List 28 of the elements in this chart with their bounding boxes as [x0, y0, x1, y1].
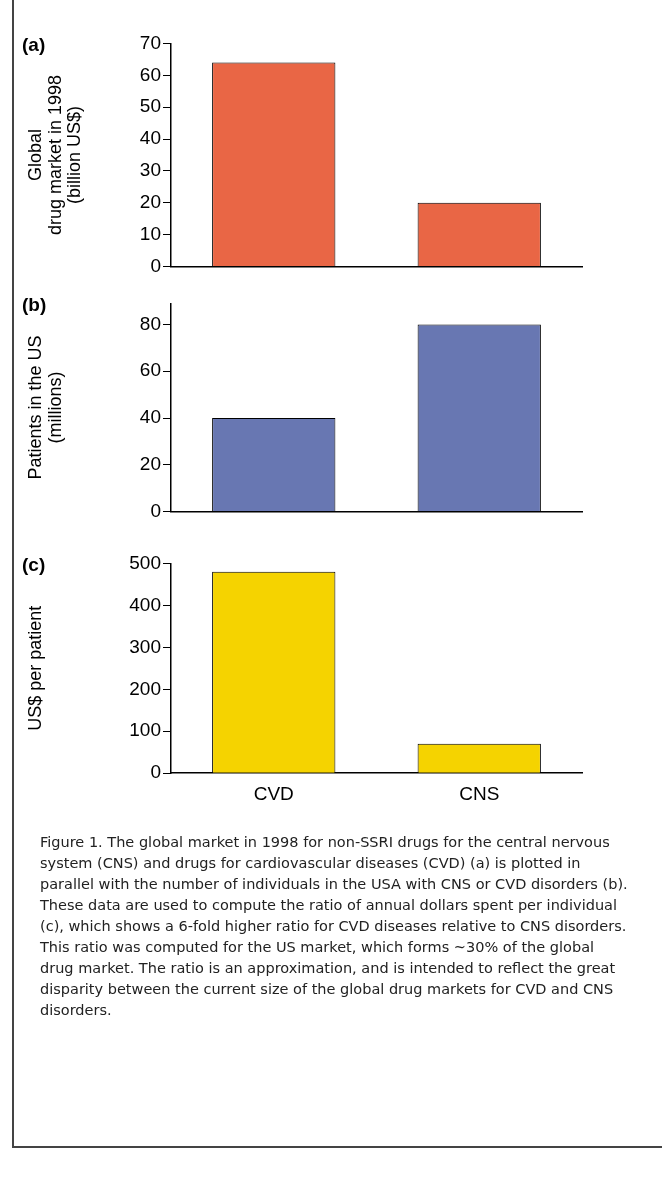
y-tick-label: 30 — [139, 159, 161, 181]
y-tick-label: 60 — [139, 359, 161, 381]
y-tick-label: 300 — [129, 635, 161, 657]
y-tick-label: 200 — [129, 677, 161, 699]
chart-title: (b) — [22, 294, 47, 316]
y-tick-label: 0 — [150, 254, 161, 276]
y-axis-title: Patients in the US (millions) — [24, 335, 65, 480]
y-tick-label: 80 — [139, 312, 161, 334]
y-axis-title: US$ per patient — [24, 605, 45, 731]
chart-title: (c) — [22, 554, 46, 576]
y-tick-label: 500 — [129, 551, 161, 573]
y-tick-label: 10 — [139, 222, 161, 244]
y-tick-label: 40 — [139, 406, 161, 428]
y-axis-title: Global drug market in 1998 (billion US$) — [24, 74, 85, 236]
y-tick-label: 100 — [129, 719, 161, 741]
x-tick-label: CNS — [459, 782, 500, 804]
y-tick-label: 50 — [139, 95, 161, 117]
y-tick-label: 0 — [150, 761, 161, 783]
chart-title: (a) — [22, 34, 46, 56]
y-tick-label: 60 — [139, 63, 161, 85]
y-tick-label: 40 — [139, 127, 161, 149]
y-tick-label: 20 — [139, 191, 161, 213]
y-tick-label: 20 — [139, 453, 161, 475]
y-tick-label: 0 — [150, 499, 161, 521]
y-tick-label: 70 — [139, 31, 161, 53]
x-tick-label: CVD — [253, 782, 294, 804]
text: Figure 1. The global market in 1998 for non-SSRI drugs for the central nervous system (CNS) and drugs for cardiovascular diseases (CVD) (a) is plotted in parallel with the number of individuals in the USA with CNS or CVD disorders (b). These data are used to compute the ratio of annual dollars spent per individual (c), which shows a 6-fold higher ratio for CVD diseases relative to CNS disorders. This ratio was computed for the US market, which forms ~30% of the global drug market. The ratio is an approximation, and is intended to reflect the great disparity between the current size of the global drug markets for CVD and CNS disorders. — [40, 834, 628, 1018]
y-tick-label: 400 — [129, 593, 161, 615]
